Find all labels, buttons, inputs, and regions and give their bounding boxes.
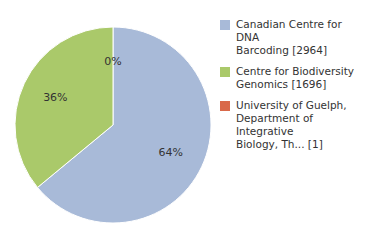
html-text:Centre for Biodiversity: Centre for Biodiversity <box>236 65 355 77</box>
svg-text:36%: 36% <box>43 91 67 104</box>
html-text:Department of Integrative: Department of Integrative <box>236 112 313 137</box>
html-text:Barcoding [2964]: Barcoding [2964] <box>236 44 328 56</box>
html-text:University of Guelph,: University of Guelph, <box>236 99 347 111</box>
html-text:Canadian Centre for DNA: Canadian Centre for DNA <box>236 18 342 43</box>
html-text:Genomics [1696]: Genomics [1696] <box>236 78 327 90</box>
svg-text:64%: 64% <box>158 146 182 159</box>
svg-text:0%: 0% <box>104 55 121 68</box>
html-text:Biology, Th... [1]: Biology, Th... [1] <box>236 138 323 150</box>
